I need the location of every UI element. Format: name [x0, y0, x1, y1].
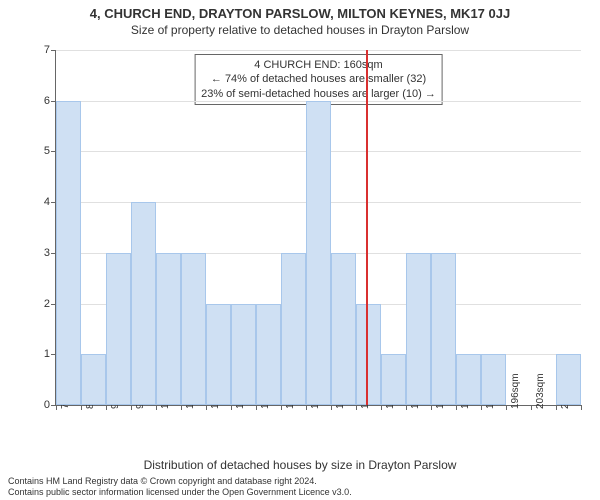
chart-title: 4, CHURCH END, DRAYTON PARSLOW, MILTON K… [0, 0, 600, 21]
footnote-line2: Contains public sector information licen… [8, 487, 352, 498]
y-tick-label: 4 [44, 196, 56, 208]
histogram-bar [181, 253, 206, 405]
y-tick-label: 5 [44, 145, 56, 157]
x-tick-mark [181, 405, 182, 410]
histogram-bar [81, 354, 106, 405]
plot-area: 4 CHURCH END: 160sqm ← 74% of detached h… [55, 50, 581, 406]
x-tick-mark [481, 405, 482, 410]
y-tick-label: 6 [44, 95, 56, 107]
histogram-bar [481, 354, 506, 405]
footnote: Contains HM Land Registry data © Crown c… [8, 476, 352, 498]
histogram-bar [56, 101, 81, 405]
x-tick-mark [256, 405, 257, 410]
x-tick-mark [281, 405, 282, 410]
x-tick-mark [356, 405, 357, 410]
x-tick-mark [506, 405, 507, 410]
histogram-bar [406, 253, 431, 405]
gridline [56, 50, 581, 51]
x-tick-mark [456, 405, 457, 410]
x-tick-mark [406, 405, 407, 410]
x-tick-mark [581, 405, 582, 410]
x-tick-mark [431, 405, 432, 410]
chart-subtitle: Size of property relative to detached ho… [0, 21, 600, 37]
histogram-bar [306, 101, 331, 405]
x-tick-label: 196sqm [510, 373, 521, 409]
y-tick-label: 3 [44, 247, 56, 259]
histogram-bar [356, 304, 381, 405]
x-tick-mark [556, 405, 557, 410]
callout-line3: 23% of semi-detached houses are larger (… [201, 87, 436, 101]
x-tick-mark [231, 405, 232, 410]
x-tick-mark [156, 405, 157, 410]
chart-container: 4, CHURCH END, DRAYTON PARSLOW, MILTON K… [0, 0, 600, 500]
reference-line [366, 50, 368, 405]
footnote-line1: Contains HM Land Registry data © Crown c… [8, 476, 352, 487]
histogram-bar [556, 354, 581, 405]
y-tick-label: 1 [44, 348, 56, 360]
callout-box: 4 CHURCH END: 160sqm ← 74% of detached h… [194, 54, 443, 105]
histogram-bar [156, 253, 181, 405]
histogram-bar [206, 304, 231, 405]
x-axis-label: Distribution of detached houses by size … [0, 458, 600, 472]
y-tick-label: 7 [44, 44, 56, 56]
histogram-bar [431, 253, 456, 405]
x-tick-mark [331, 405, 332, 410]
x-tick-mark [206, 405, 207, 410]
x-tick-mark [531, 405, 532, 410]
x-tick-mark [131, 405, 132, 410]
x-tick-mark [381, 405, 382, 410]
callout-line1: 4 CHURCH END: 160sqm [201, 58, 436, 72]
x-tick-mark [106, 405, 107, 410]
x-tick-mark [56, 405, 57, 410]
x-tick-mark [306, 405, 307, 410]
y-tick-label: 2 [44, 298, 56, 310]
histogram-bar [131, 202, 156, 405]
histogram-bar [456, 354, 481, 405]
histogram-bar [381, 354, 406, 405]
histogram-bar [281, 253, 306, 405]
callout-line2: ← 74% of detached houses are smaller (32… [201, 72, 436, 86]
histogram-bar [231, 304, 256, 405]
histogram-bar [106, 253, 131, 405]
x-tick-label: 203sqm [535, 373, 546, 409]
y-tick-label: 0 [44, 399, 56, 411]
x-tick-mark [81, 405, 82, 410]
histogram-bar [256, 304, 281, 405]
histogram-bar [331, 253, 356, 405]
